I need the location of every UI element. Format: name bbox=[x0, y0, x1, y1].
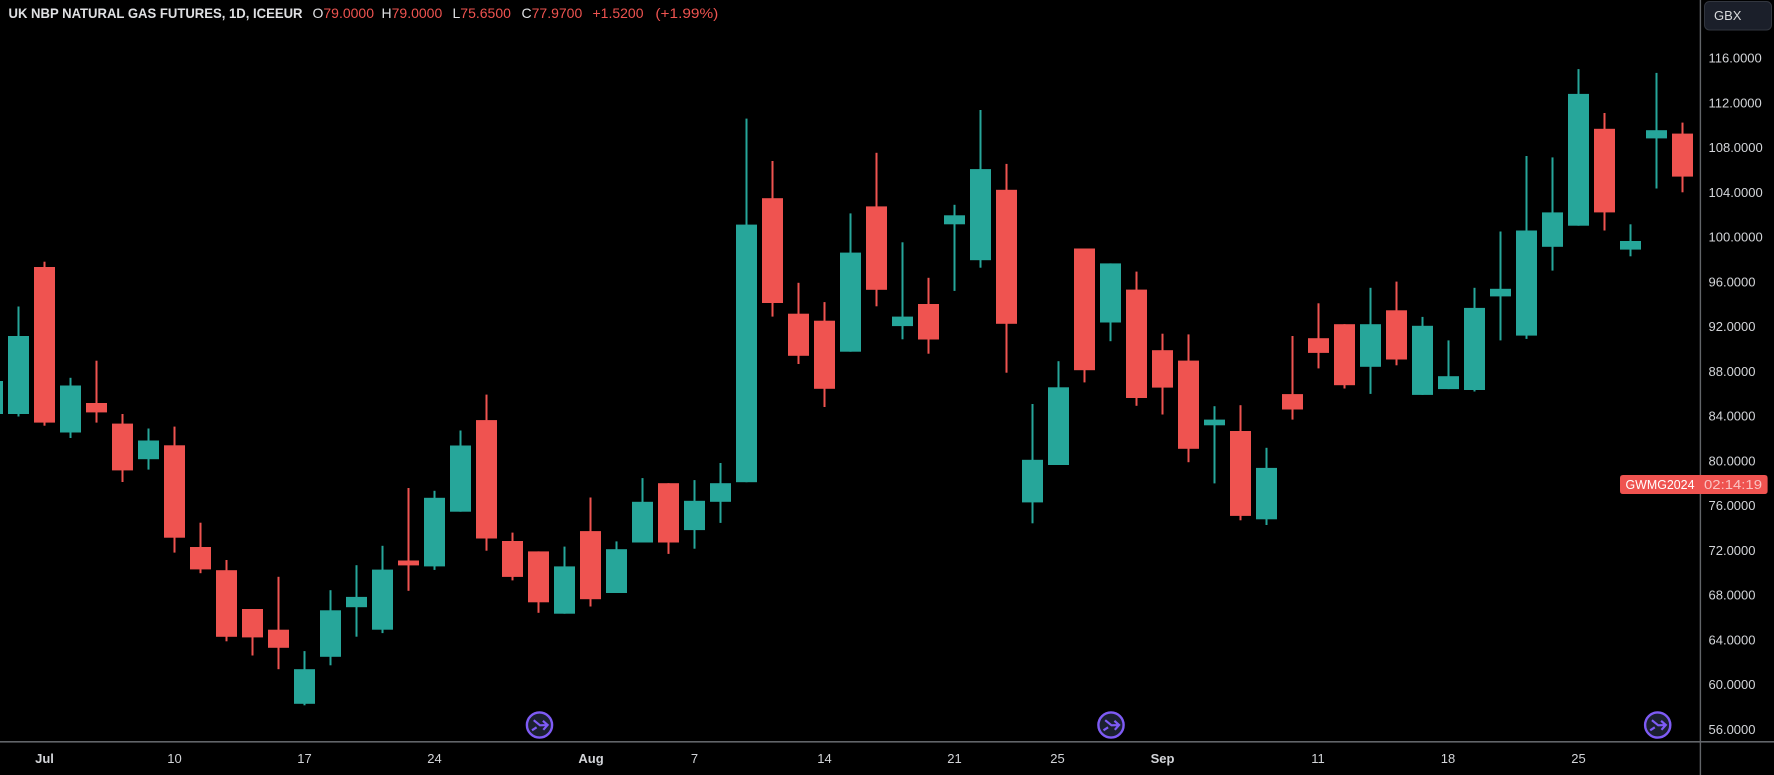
svg-text:21: 21 bbox=[947, 751, 961, 766]
svg-text:O79.0000: O79.0000 bbox=[313, 5, 375, 21]
svg-text:10: 10 bbox=[167, 751, 181, 766]
svg-text:104.0000: 104.0000 bbox=[1709, 185, 1763, 200]
svg-text:76.0000: 76.0000 bbox=[1709, 498, 1756, 513]
svg-text:18: 18 bbox=[1441, 751, 1455, 766]
svg-text:7: 7 bbox=[691, 751, 698, 766]
svg-text:92.0000: 92.0000 bbox=[1709, 319, 1756, 334]
svg-text:11: 11 bbox=[1311, 751, 1325, 766]
svg-text:80.0000: 80.0000 bbox=[1709, 453, 1756, 468]
svg-text:L75.6500: L75.6500 bbox=[453, 5, 512, 21]
svg-text:25: 25 bbox=[1050, 751, 1064, 766]
svg-text:Jul: Jul bbox=[35, 751, 54, 766]
svg-text:24: 24 bbox=[427, 751, 441, 766]
svg-text:GWMG2024: GWMG2024 bbox=[1626, 477, 1695, 492]
svg-text:112.0000: 112.0000 bbox=[1709, 95, 1762, 110]
svg-text:64.0000: 64.0000 bbox=[1709, 632, 1756, 647]
svg-text:Sep: Sep bbox=[1151, 751, 1175, 766]
svg-text:25: 25 bbox=[1571, 751, 1585, 766]
svg-text:68.0000: 68.0000 bbox=[1709, 588, 1756, 603]
svg-text:100.0000: 100.0000 bbox=[1709, 230, 1763, 245]
svg-text:14: 14 bbox=[817, 751, 831, 766]
svg-text:60.0000: 60.0000 bbox=[1709, 677, 1756, 692]
svg-text:96.0000: 96.0000 bbox=[1709, 274, 1756, 289]
svg-text:116.0000: 116.0000 bbox=[1709, 51, 1762, 66]
svg-text:108.0000: 108.0000 bbox=[1709, 140, 1763, 155]
svg-text:88.0000: 88.0000 bbox=[1709, 364, 1756, 379]
svg-text:GBX: GBX bbox=[1714, 8, 1742, 23]
svg-text:17: 17 bbox=[297, 751, 311, 766]
svg-text:02:14:19: 02:14:19 bbox=[1704, 477, 1762, 492]
svg-text:+1.5200: +1.5200 bbox=[593, 5, 644, 21]
svg-text:Aug: Aug bbox=[578, 751, 603, 766]
svg-text:(+1.99%): (+1.99%) bbox=[655, 5, 718, 21]
svg-text:C77.9700: C77.9700 bbox=[522, 5, 583, 21]
svg-text:56.0000: 56.0000 bbox=[1709, 722, 1756, 737]
svg-text:84.0000: 84.0000 bbox=[1709, 409, 1756, 424]
svg-text:H79.0000: H79.0000 bbox=[382, 5, 443, 21]
svg-text:72.0000: 72.0000 bbox=[1709, 543, 1756, 558]
svg-text:UK NBP NATURAL GAS FUTURES, 1D: UK NBP NATURAL GAS FUTURES, 1D, ICEEUR bbox=[9, 5, 303, 21]
